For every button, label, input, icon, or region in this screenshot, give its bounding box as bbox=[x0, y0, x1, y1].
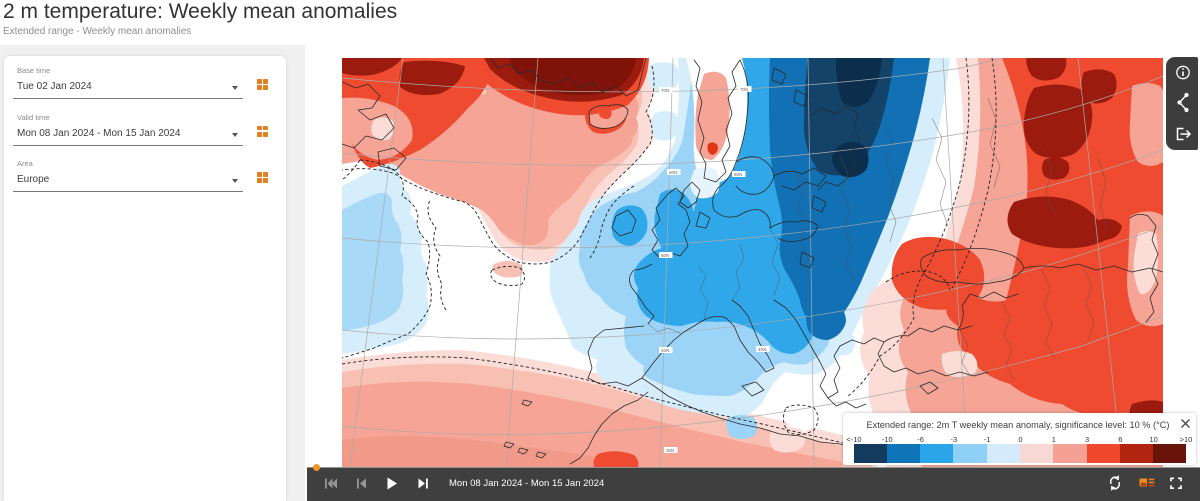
svg-text:60N: 60N bbox=[669, 170, 677, 175]
svg-text:50N: 50N bbox=[661, 253, 669, 258]
svg-text:70N: 70N bbox=[661, 88, 669, 93]
svg-text:60N: 60N bbox=[734, 172, 742, 177]
svg-text:30N: 30N bbox=[666, 448, 674, 453]
svg-text:40N: 40N bbox=[661, 348, 669, 353]
svg-text:40N: 40N bbox=[758, 347, 766, 352]
svg-text:70N: 70N bbox=[740, 87, 748, 92]
